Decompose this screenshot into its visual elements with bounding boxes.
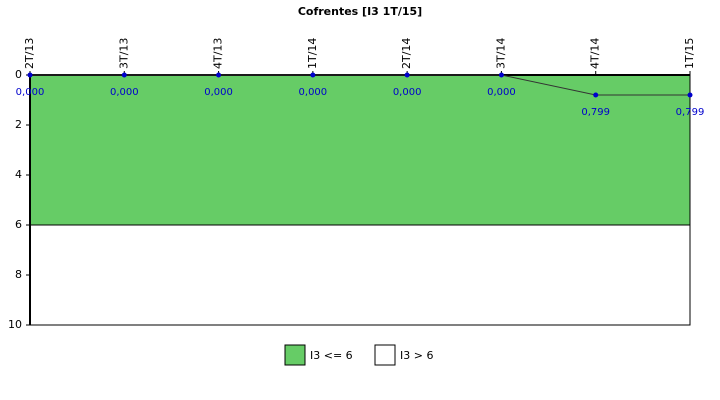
chart-title: Cofrentes [I3 1T/15] [298, 5, 422, 18]
data-label: 0,000 [299, 87, 328, 98]
data-point [121, 72, 127, 78]
threshold-band [29, 224, 691, 326]
y-tick-label: 4 [15, 168, 22, 181]
legend-label: I3 > 6 [400, 349, 433, 362]
y-tick-label: 8 [15, 268, 22, 281]
x-tick-label: 2T/13 [23, 38, 36, 69]
y-tick-label: 6 [15, 218, 22, 231]
data-point [310, 72, 316, 78]
data-point [593, 92, 599, 98]
x-tick-label: 4T/13 [212, 38, 225, 69]
data-point [687, 92, 693, 98]
x-tick-label: 4T/14 [589, 38, 602, 69]
data-line [30, 74, 690, 96]
y-tick-label: 0 [15, 68, 22, 81]
data-label: 0,000 [487, 87, 516, 98]
x-tick-label: 1T/15 [683, 38, 696, 69]
x-tick-label: 2T/14 [400, 38, 413, 69]
data-label: 0,000 [393, 87, 422, 98]
legend-swatch [284, 344, 306, 366]
data-point [27, 72, 33, 78]
x-tick-label: 3T/14 [494, 38, 507, 69]
data-point [498, 72, 504, 78]
y-tick-label: 2 [15, 118, 22, 131]
x-tick-label: 1T/14 [306, 38, 319, 69]
data-label: 0,000 [204, 87, 233, 98]
data-label: 0,000 [16, 87, 45, 98]
legend-swatch [374, 344, 396, 366]
data-label: 0,799 [581, 107, 610, 118]
data-point [216, 72, 222, 78]
data-label: 0,799 [676, 107, 705, 118]
x-tick-label: 3T/13 [117, 38, 130, 69]
y-tick-label: 10 [8, 318, 22, 331]
data-label: 0,000 [110, 87, 139, 98]
data-point [404, 72, 410, 78]
threshold-band [29, 74, 691, 226]
legend-label: I3 <= 6 [310, 349, 353, 362]
